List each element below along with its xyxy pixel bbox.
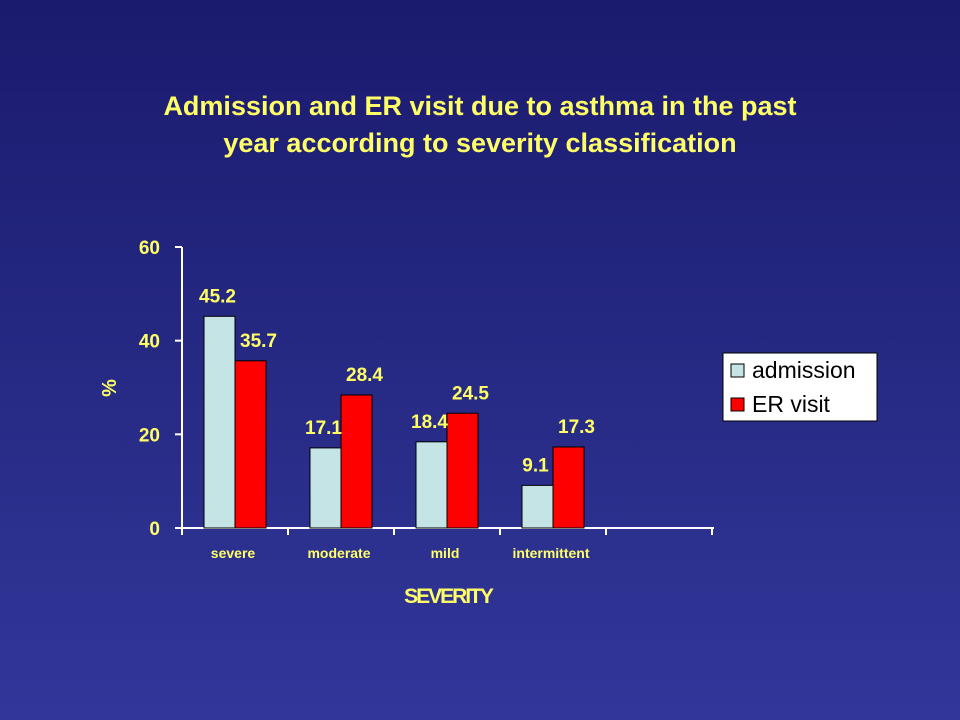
x-tick-label: intermittent: [513, 545, 590, 561]
bar-admission: [521, 484, 554, 529]
title-line-1: Admission and ER visit due to asthma in …: [163, 91, 797, 121]
chart-bars: [203, 315, 585, 529]
bar-er-visit: [234, 360, 267, 529]
data-label: 9.1: [522, 455, 549, 476]
chart-legend: admission ER visit: [722, 352, 878, 422]
x-axis-title: SEVERITY: [404, 585, 494, 608]
chart-title: Admission and ER visit due to asthma in …: [60, 88, 900, 162]
data-label: 28.4: [346, 365, 383, 386]
y-axis-title: %: [99, 379, 121, 397]
x-tick-label: severe: [211, 545, 256, 561]
data-label: 35.7: [240, 331, 277, 352]
legend-label: ER visit: [752, 391, 831, 417]
data-label: 45.2: [199, 286, 236, 307]
bar-er-visit: [446, 412, 479, 529]
legend-box: [722, 352, 878, 422]
y-tick-label: 60: [139, 238, 160, 259]
x-tick-label: mild: [431, 545, 460, 561]
data-label: 17.1: [305, 418, 342, 439]
title-line-2: year according to severity classificatio…: [223, 128, 737, 158]
legend-label: admission: [752, 357, 856, 383]
y-tick-label: 0: [149, 519, 160, 540]
bar-admission: [309, 447, 342, 529]
chart-axes: 0 20 40 60 severe moderate mild intermittent% SE…: [99, 238, 714, 608]
bar-admission: [415, 441, 448, 529]
y-tick-label: 40: [139, 332, 160, 353]
bar-er-visit: [340, 394, 373, 529]
data-label: 18.4: [411, 412, 448, 433]
legend-swatch: [730, 397, 745, 412]
legend-swatch: [730, 363, 745, 378]
chart-data-labels: 45.2 17.1 18.4 9.1 35.7 28.4 24.5 17.3: [199, 286, 595, 476]
data-label: 17.3: [558, 417, 595, 438]
data-label: 24.5: [452, 383, 489, 404]
bar-admission: [203, 315, 236, 529]
x-tick-label: moderate: [307, 545, 370, 561]
bar-er-visit: [552, 446, 585, 529]
y-tick-label: 20: [139, 425, 160, 446]
